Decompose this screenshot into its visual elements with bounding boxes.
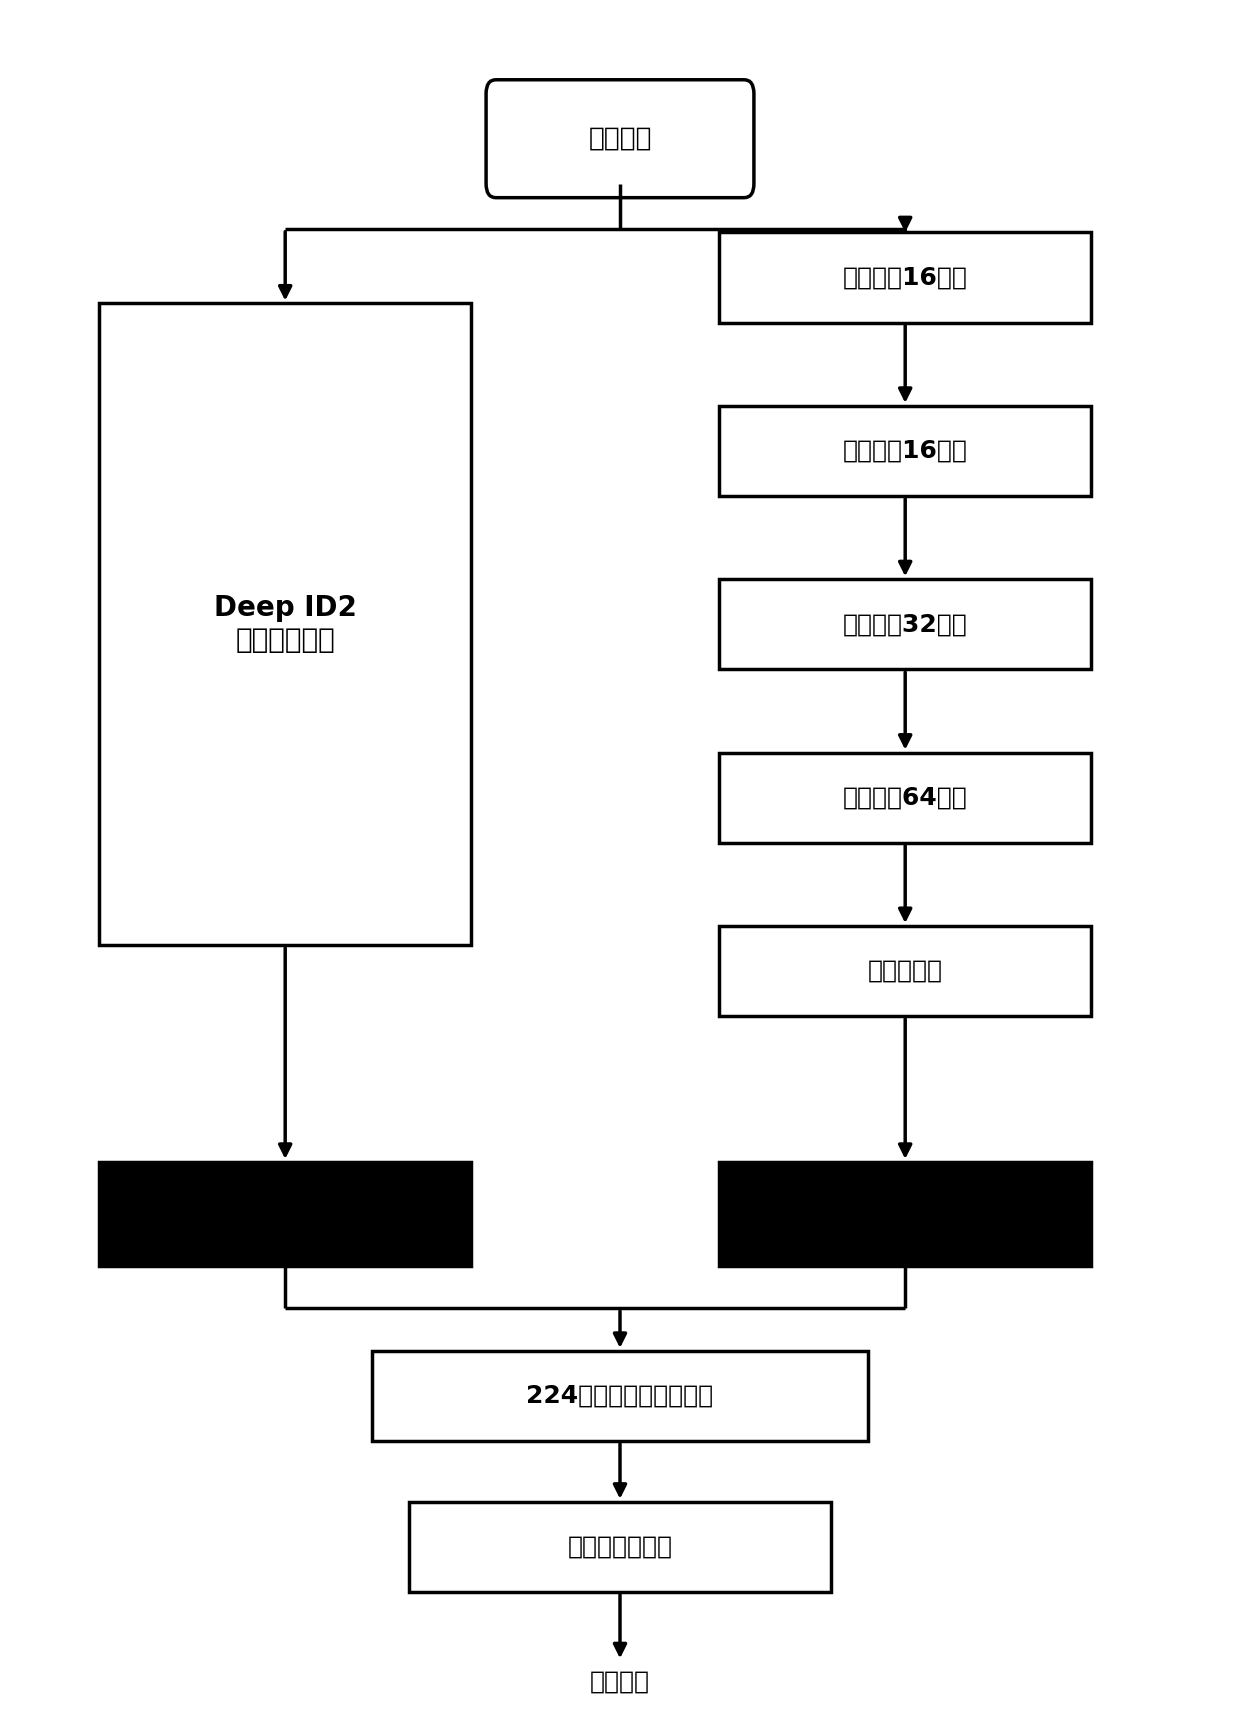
Text: 残差块，64通道: 残差块，64通道: [843, 786, 967, 810]
Text: 卷积层，16通道: 卷积层，16通道: [843, 265, 967, 290]
FancyBboxPatch shape: [719, 579, 1091, 669]
Text: 全局池化层: 全局池化层: [868, 959, 942, 983]
FancyBboxPatch shape: [99, 303, 471, 945]
Text: Deep ID2
人脸识别网络: Deep ID2 人脸识别网络: [213, 595, 357, 654]
FancyBboxPatch shape: [719, 1162, 1091, 1266]
FancyBboxPatch shape: [409, 1502, 831, 1592]
Text: 输入图像: 输入图像: [588, 127, 652, 151]
FancyBboxPatch shape: [719, 232, 1091, 323]
FancyBboxPatch shape: [372, 1351, 868, 1441]
Text: 面部表情输出层: 面部表情输出层: [568, 1535, 672, 1559]
Text: 残差块，32通道: 残差块，32通道: [843, 612, 967, 636]
Text: 预测输出: 预测输出: [590, 1670, 650, 1694]
FancyBboxPatch shape: [99, 1162, 471, 1266]
FancyBboxPatch shape: [719, 926, 1091, 1016]
FancyBboxPatch shape: [486, 80, 754, 198]
Text: 残差块，16通道: 残差块，16通道: [843, 439, 967, 463]
FancyBboxPatch shape: [719, 406, 1091, 496]
Text: 224维串联面部特征表达: 224维串联面部特征表达: [527, 1384, 713, 1408]
FancyBboxPatch shape: [719, 753, 1091, 843]
